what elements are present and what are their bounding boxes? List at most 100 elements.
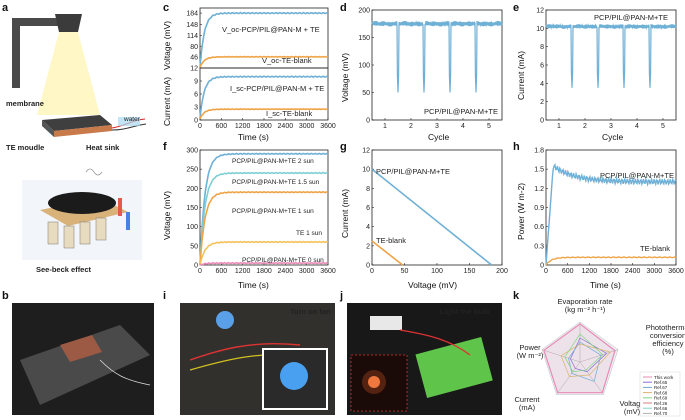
seebeck-membrane xyxy=(48,192,116,214)
chart-e-ytick-label: 8 xyxy=(540,44,544,51)
chart-c-bottom-ytick-label: 9 xyxy=(194,79,198,86)
chart-h-label-pcp: PCP/PIL@PAN-M+TE xyxy=(600,171,674,180)
chart-f-ytick-label: 300 xyxy=(186,148,198,155)
chart-e-ytick-label: 4 xyxy=(540,81,544,88)
bulb-halo xyxy=(362,370,386,394)
panel-a-schematic: water membrane TE moudle Heat sink See-b… xyxy=(6,14,147,274)
chart-f-xtick-label: 3000 xyxy=(299,268,315,275)
photo-b-sample xyxy=(60,335,102,362)
chart-c-bottom-xtick-label: 3000 xyxy=(299,123,315,130)
chart-d-ytick-label: 50 xyxy=(362,90,370,97)
chart-k-axis-spoke xyxy=(556,361,581,395)
chart-k-legend: This workRef.65Ref.67Ref.68Ref.69Ref.26R… xyxy=(639,371,681,416)
chart-f-series-2 xyxy=(199,190,329,266)
chart-c-top-ytick-label: 184 xyxy=(186,11,198,18)
chart-g-xtick-label: 150 xyxy=(464,268,476,275)
chart-h-plot: 0 600 1200 1800 2400 3000 3600 0 0.3 0.6 0.9 1.2 1.5… xyxy=(534,148,684,276)
chart-f-series-3 xyxy=(199,240,329,266)
chart-c-ylabel-top: Voltage (mV) xyxy=(162,21,172,70)
chart-d-legend: PCP/PIL@PAN-M+TE xyxy=(424,107,498,116)
chart-g-ytick-label: 0 xyxy=(366,263,370,270)
photo-j-red-wire xyxy=(399,329,471,356)
chart-c-label-voc-pcp: V_oc-PCP/PIL@PAN-M + TE xyxy=(222,25,320,34)
chart-g-series-1 xyxy=(371,240,404,266)
chart-f-series-4 xyxy=(199,261,329,266)
chart-c-top-ytick-label: 114 xyxy=(187,33,198,40)
lamp-head-icon xyxy=(55,14,82,32)
photo-i-red-wire xyxy=(189,342,301,361)
chart-d-xtick-label: 2 xyxy=(409,123,413,130)
chart-k-legend-label: Ref.70 xyxy=(654,411,668,416)
lamp-post xyxy=(12,18,20,88)
panel-letter-b: b xyxy=(2,290,9,302)
te-leg-2 xyxy=(63,225,75,249)
chart-g: 0 50 100 150 200 0 2 4 6 8 10 12 PCP/PIL@PAN-M+TE T… xyxy=(340,148,508,291)
chart-e-ylabel: Current (mA) xyxy=(516,51,526,100)
chart-f-label-1-5sun: PCP/PIL@PAN-M+TE 1.5 sun xyxy=(232,179,320,186)
chart-h-xlabel: Time (s) xyxy=(590,280,621,290)
chart-g-ylabel: Current (mA) xyxy=(340,189,350,238)
chart-h-xtick-label: 600 xyxy=(562,268,574,275)
chart-f-label-0sun: PCP/PIL@PAN-M+TE 0 sun xyxy=(242,257,324,264)
chart-f-xtick-label: 1800 xyxy=(256,268,272,275)
chart-d-xlabel: Cycle xyxy=(428,132,450,142)
black-wire xyxy=(111,123,147,131)
chart-c-series-voc-blank xyxy=(199,55,329,68)
chart-c-bottom-xtick-label: 2400 xyxy=(278,123,294,130)
chart-g-ytick-label: 8 xyxy=(366,186,370,193)
chart-h-ytick-label: 0 xyxy=(540,263,544,270)
panel-j-caption: Light the bulb xyxy=(440,307,490,316)
chart-d-ytick-label: 200 xyxy=(358,8,370,15)
chart-c-xlabel: Time (s) xyxy=(238,132,269,142)
slab-side xyxy=(42,120,54,137)
chart-h-ylabel: Power (W m-2) xyxy=(516,183,526,240)
chart-k-axis-title: Current xyxy=(514,395,540,404)
chart-k-legend-label: Ref.68 xyxy=(654,390,668,395)
chart-e-series xyxy=(545,22,677,88)
chart-f-xtick-label: 0 xyxy=(198,268,202,275)
chart-g-xtick-label: 100 xyxy=(431,268,443,275)
panel-letter-j: j xyxy=(339,290,343,302)
chart-h-ytick-label: 1.2 xyxy=(534,186,544,193)
chart-c-bottom-xtick-label: 1800 xyxy=(256,123,272,130)
chart-c-top-ytick-label: 46 xyxy=(190,55,198,62)
chart-k-axis-title: Power xyxy=(519,343,541,352)
te-leg-3 xyxy=(79,221,91,245)
chart-c-bottom-xtick-label: 3600 xyxy=(320,123,336,130)
chart-f-ytick-label: 250 xyxy=(186,167,198,174)
chart-c-ylabel-bottom: Current (mA) xyxy=(162,77,172,126)
chart-c-top-ytick-label: 80 xyxy=(190,44,198,51)
chart-f-ytick-label: 200 xyxy=(186,186,198,193)
hot-thermometer-icon xyxy=(118,198,122,216)
chart-f-label-2sun: PCP/PIL@PAN-M+TE 2 sun xyxy=(232,158,314,165)
chart-k-axis-title: (kg m⁻² h⁻¹) xyxy=(565,305,606,314)
chart-c-bottom-plot: 0 600 1200 1800 2400 3000 3600 0 3 6 9 xyxy=(194,75,336,130)
membrane-label: membrane xyxy=(6,99,44,108)
panel-letter-h: h xyxy=(513,141,520,153)
te-leg-1 xyxy=(47,221,59,245)
panel-b-photo xyxy=(12,303,154,415)
chart-g-xtick-label: 50 xyxy=(401,268,409,275)
chart-f-plot: 0 600 1200 1800 2400 3000 3600 0 50 100 150 200 250 3… xyxy=(186,148,336,276)
chart-c-series-isc-blank xyxy=(199,108,329,120)
chart-h-ytick-label: 1.8 xyxy=(534,148,544,155)
chart-k-legend-label: Ref.65 xyxy=(654,380,668,385)
chart-k-legend-label: Ref.67 xyxy=(654,385,668,390)
chart-k-axis-spoke xyxy=(579,349,619,363)
chart-k-axis-title: (%) xyxy=(662,347,674,356)
lamp-arm xyxy=(12,18,62,26)
chart-e-ytick-label: 10 xyxy=(536,26,544,33)
panel-letter-f: f xyxy=(163,141,167,153)
te-leg-4 xyxy=(95,217,107,241)
chart-f-ytick-label: 100 xyxy=(186,224,198,231)
chart-g-ytick-label: 4 xyxy=(366,224,370,231)
chart-h-ytick-label: 0.9 xyxy=(534,205,544,212)
chart-c-label-voc-blank: V_oc-TE-blank xyxy=(262,56,312,65)
chart-f-xtick-label: 3600 xyxy=(320,268,336,275)
bulb-glow-icon xyxy=(368,376,380,388)
chart-e-ytick-label: 6 xyxy=(540,63,544,70)
chart-h-label-blank: TE-blank xyxy=(640,244,670,253)
